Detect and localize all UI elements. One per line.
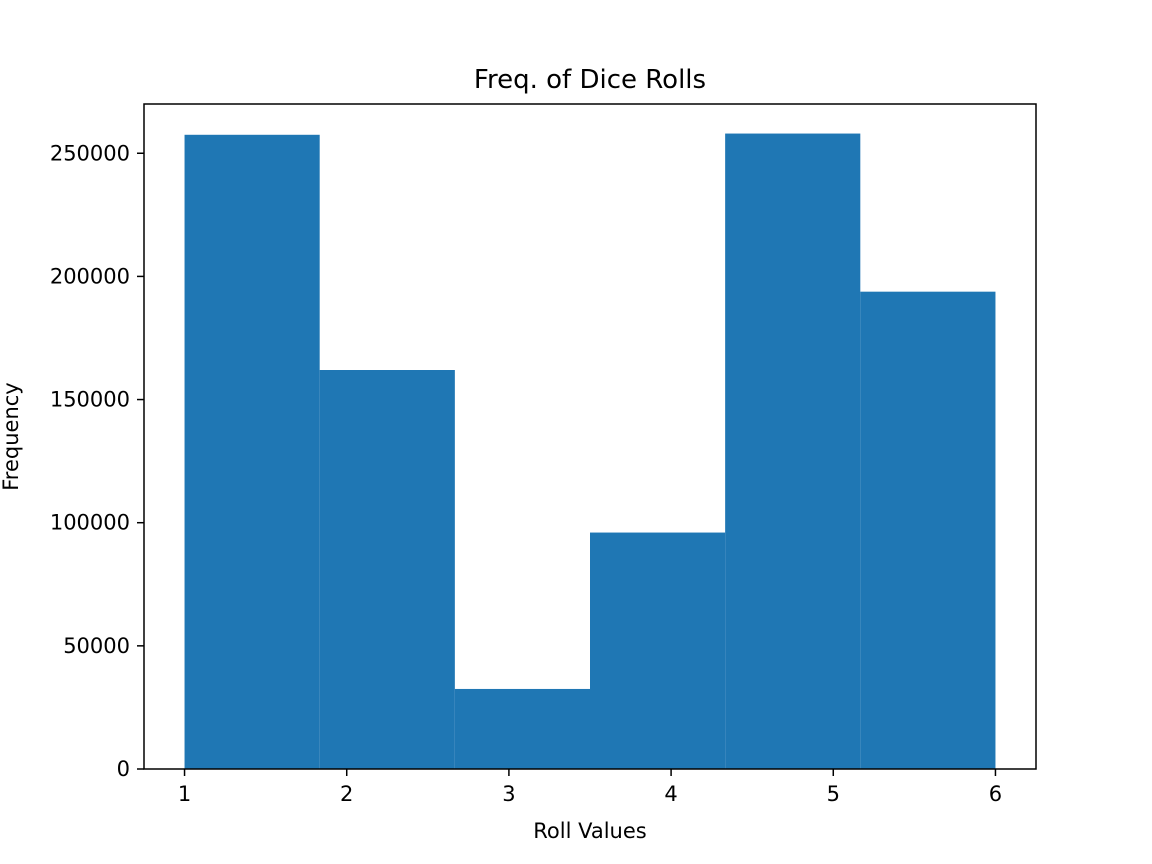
histogram-bar-4 [590, 532, 726, 769]
x-tick-label: 6 [989, 782, 1002, 806]
y-tick-label: 250000 [50, 141, 130, 165]
y-tick-label: 100000 [50, 511, 130, 535]
histogram-bar-3 [454, 688, 590, 769]
x-tick-label: 3 [502, 782, 515, 806]
y-tick-label: 50000 [63, 634, 130, 658]
x-tick-label: 4 [664, 782, 677, 806]
y-tick-label: 0 [117, 757, 130, 781]
histogram-bar-6 [860, 291, 996, 769]
histogram-bar-2 [319, 370, 455, 769]
histogram-bar-1 [184, 134, 320, 769]
y-axis-label: Frequency [0, 382, 23, 491]
histogram-bar-5 [725, 133, 861, 770]
x-tick-label: 1 [178, 782, 191, 806]
x-axis-ticks: 1 2 3 4 5 6 [178, 769, 1002, 806]
bars-group [184, 133, 996, 770]
x-tick-label: 5 [827, 782, 840, 806]
y-axis-ticks: 0 50000 100000 150000 200000 250000 [50, 141, 144, 781]
y-tick-label: 200000 [50, 264, 130, 288]
x-axis-label: Roll Values [533, 819, 646, 843]
chart-title: Freq. of Dice Rolls [474, 65, 706, 95]
y-tick-label: 150000 [50, 388, 130, 412]
x-tick-label: 2 [340, 782, 353, 806]
plot-frame [143, 103, 1037, 770]
